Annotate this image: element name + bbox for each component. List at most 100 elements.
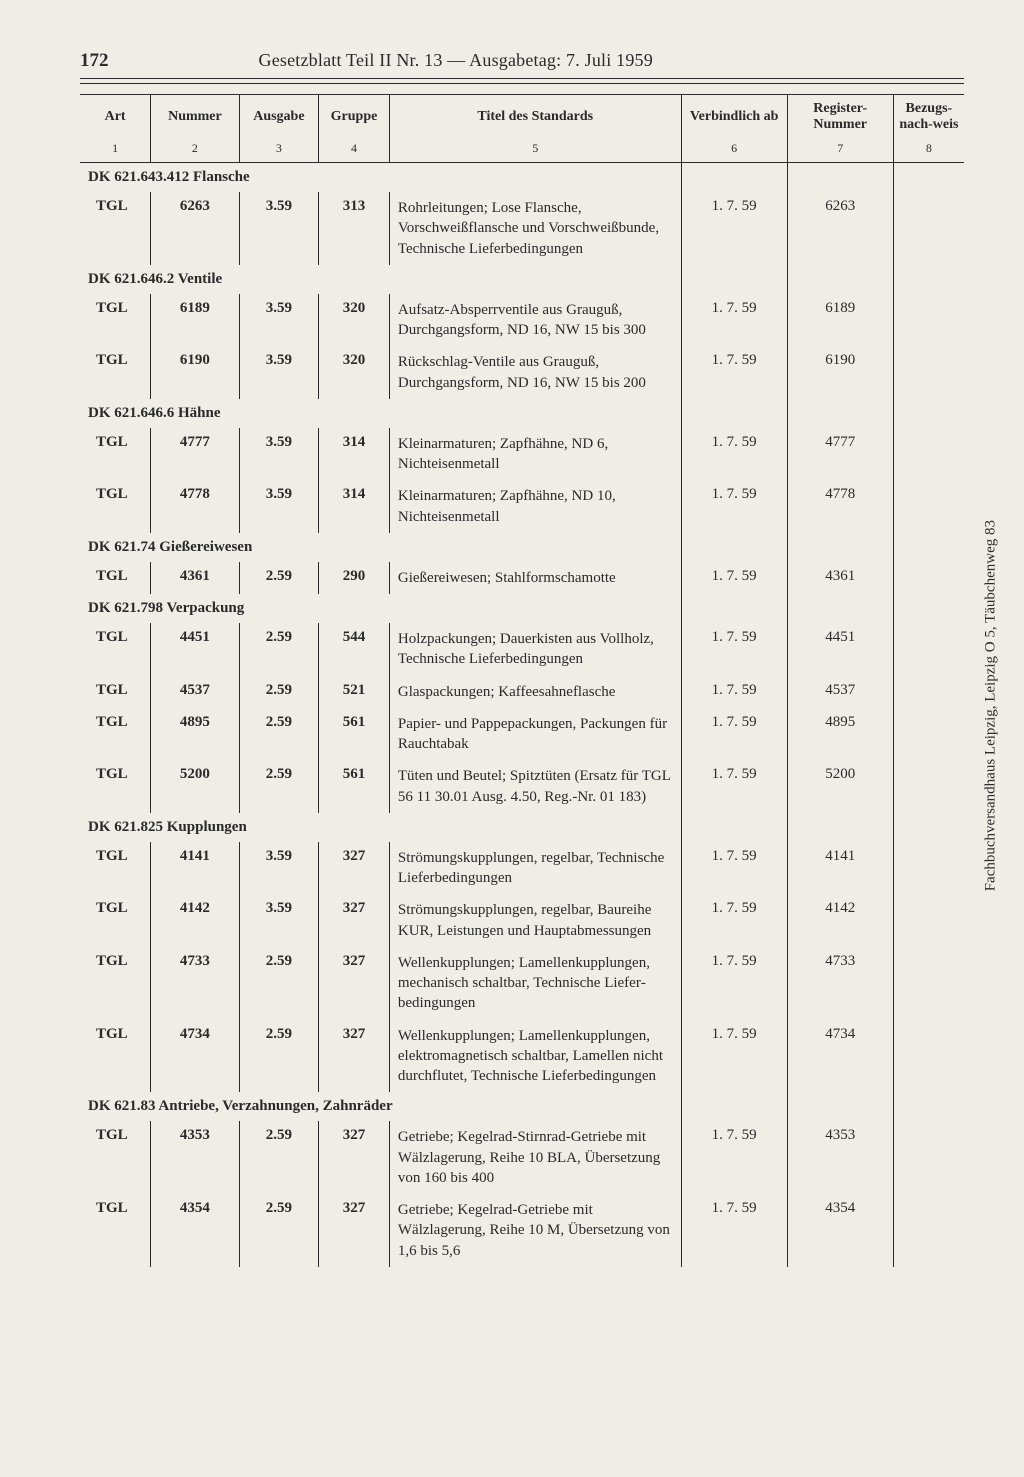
cell-register: 4778 xyxy=(787,480,893,533)
cell-ausgabe: 3.59 xyxy=(239,842,319,895)
cell-nummer: 4142 xyxy=(151,894,239,947)
cell-ausgabe: 2.59 xyxy=(239,1194,319,1267)
table-row: TGL47332.59327Wellenkupplungen; Lamellen… xyxy=(80,947,964,1020)
page-number: 172 xyxy=(80,50,109,72)
side-note: Fachbuchversandhaus Leipzig, Leipzig O 5… xyxy=(982,520,999,891)
cell-ausgabe: 2.59 xyxy=(239,1121,319,1194)
cell-nummer: 4778 xyxy=(151,480,239,533)
cell-verbindlich: 1. 7. 59 xyxy=(681,1121,787,1194)
cell-nummer: 4353 xyxy=(151,1121,239,1194)
header-rule xyxy=(80,83,964,84)
cell-nummer: 4141 xyxy=(151,842,239,895)
cell-gruppe: 327 xyxy=(319,947,390,1020)
cell-art: TGL xyxy=(80,1121,151,1194)
cell-gruppe: 544 xyxy=(319,623,390,676)
page-header: 172 Gesetzblatt Teil II Nr. 13 — Ausgabe… xyxy=(80,50,964,79)
table-row: TGL48952.59561Papier- und Pappepackungen… xyxy=(80,708,964,761)
spacer-cell xyxy=(787,1092,893,1121)
cell-verbindlich: 1. 7. 59 xyxy=(681,894,787,947)
cell-nummer: 4354 xyxy=(151,1194,239,1267)
cell-bezug xyxy=(893,947,964,1020)
cell-verbindlich: 1. 7. 59 xyxy=(681,192,787,265)
table-row: TGL47783.59314Kleinarmaturen; Zapfhähne,… xyxy=(80,480,964,533)
cell-verbindlich: 1. 7. 59 xyxy=(681,760,787,813)
colnum: 7 xyxy=(787,139,893,163)
cell-register: 4733 xyxy=(787,947,893,1020)
cell-verbindlich: 1. 7. 59 xyxy=(681,346,787,399)
cell-gruppe: 561 xyxy=(319,708,390,761)
cell-gruppe: 327 xyxy=(319,842,390,895)
cell-nummer: 4451 xyxy=(151,623,239,676)
cell-register: 4895 xyxy=(787,708,893,761)
col-nummer: Nummer xyxy=(151,95,239,140)
cell-art: TGL xyxy=(80,192,151,265)
cell-bezug xyxy=(893,1121,964,1194)
cell-art: TGL xyxy=(80,623,151,676)
spacer-cell xyxy=(787,399,893,428)
cell-bezug xyxy=(893,894,964,947)
table-row: TGL61903.59320Rückschlag-Ventile aus Gra… xyxy=(80,346,964,399)
table-row: TGL41413.59327Strömungskupplungen, regel… xyxy=(80,842,964,895)
cell-gruppe: 327 xyxy=(319,894,390,947)
cell-art: TGL xyxy=(80,346,151,399)
col-register: Register-Nummer xyxy=(787,95,893,140)
cell-art: TGL xyxy=(80,894,151,947)
cell-art: TGL xyxy=(80,947,151,1020)
section-label: DK 621.798 Verpackung xyxy=(80,594,681,623)
table-row: TGL41423.59327Strömungskupplungen, regel… xyxy=(80,894,964,947)
cell-verbindlich: 1. 7. 59 xyxy=(681,1194,787,1267)
cell-gruppe: 320 xyxy=(319,294,390,347)
cell-art: TGL xyxy=(80,1020,151,1093)
spacer-cell xyxy=(787,163,893,193)
table-row: TGL45372.59521Glaspackungen; Kaffeesahne… xyxy=(80,676,964,708)
cell-verbindlich: 1. 7. 59 xyxy=(681,562,787,594)
cell-nummer: 6190 xyxy=(151,346,239,399)
section-label: DK 621.643.412 Flansche xyxy=(80,163,681,193)
cell-register: 4451 xyxy=(787,623,893,676)
cell-ausgabe: 3.59 xyxy=(239,894,319,947)
table-row: TGL47773.59314Kleinarmaturen; Zapfhähne,… xyxy=(80,428,964,481)
section-label: DK 621.646.6 Hähne xyxy=(80,399,681,428)
cell-bezug xyxy=(893,676,964,708)
cell-register: 4361 xyxy=(787,562,893,594)
header-title: Gesetzblatt Teil II Nr. 13 — Ausgabetag:… xyxy=(259,50,653,71)
spacer-cell xyxy=(681,533,787,562)
cell-register: 4734 xyxy=(787,1020,893,1093)
section-label: DK 621.83 Antriebe, Verzahnungen, Zahnrä… xyxy=(80,1092,681,1121)
col-bezug: Bezugs-nach-weis xyxy=(893,95,964,140)
table-body: DK 621.643.412 FlanscheTGL62633.59313Roh… xyxy=(80,163,964,1267)
cell-titel: Papier- und Pappepackungen, Packungen fü… xyxy=(389,708,681,761)
spacer-cell xyxy=(681,1092,787,1121)
colnum: 5 xyxy=(389,139,681,163)
cell-register: 4777 xyxy=(787,428,893,481)
table-row: TGL43532.59327Getriebe; Kegelrad-Stirnra… xyxy=(80,1121,964,1194)
cell-ausgabe: 3.59 xyxy=(239,346,319,399)
cell-titel: Kleinarmaturen; Zapfhähne, ND 6, Nichtei… xyxy=(389,428,681,481)
cell-register: 4354 xyxy=(787,1194,893,1267)
cell-art: TGL xyxy=(80,708,151,761)
spacer-cell xyxy=(681,163,787,193)
cell-nummer: 4733 xyxy=(151,947,239,1020)
cell-titel: Getriebe; Kegelrad-Stirnrad-Getriebe mit… xyxy=(389,1121,681,1194)
cell-gruppe: 327 xyxy=(319,1121,390,1194)
cell-gruppe: 314 xyxy=(319,480,390,533)
cell-art: TGL xyxy=(80,428,151,481)
col-verbindlich: Verbindlich ab xyxy=(681,95,787,140)
spacer-cell xyxy=(893,1092,964,1121)
cell-verbindlich: 1. 7. 59 xyxy=(681,842,787,895)
cell-art: TGL xyxy=(80,480,151,533)
cell-bezug xyxy=(893,428,964,481)
cell-bezug xyxy=(893,842,964,895)
cell-register: 4537 xyxy=(787,676,893,708)
cell-nummer: 6263 xyxy=(151,192,239,265)
cell-ausgabe: 3.59 xyxy=(239,480,319,533)
cell-art: TGL xyxy=(80,562,151,594)
cell-verbindlich: 1. 7. 59 xyxy=(681,623,787,676)
cell-verbindlich: 1. 7. 59 xyxy=(681,480,787,533)
table-row: TGL52002.59561Tüten und Beutel; Spitztüt… xyxy=(80,760,964,813)
cell-titel: Strömungskupplungen, regelbar, Technisch… xyxy=(389,842,681,895)
cell-titel: Getriebe; Kegelrad-Getriebe mit Wälzlage… xyxy=(389,1194,681,1267)
cell-gruppe: 314 xyxy=(319,428,390,481)
cell-titel: Wellenkupplungen; Lamellen­kupplungen, m… xyxy=(389,947,681,1020)
cell-bezug xyxy=(893,1194,964,1267)
